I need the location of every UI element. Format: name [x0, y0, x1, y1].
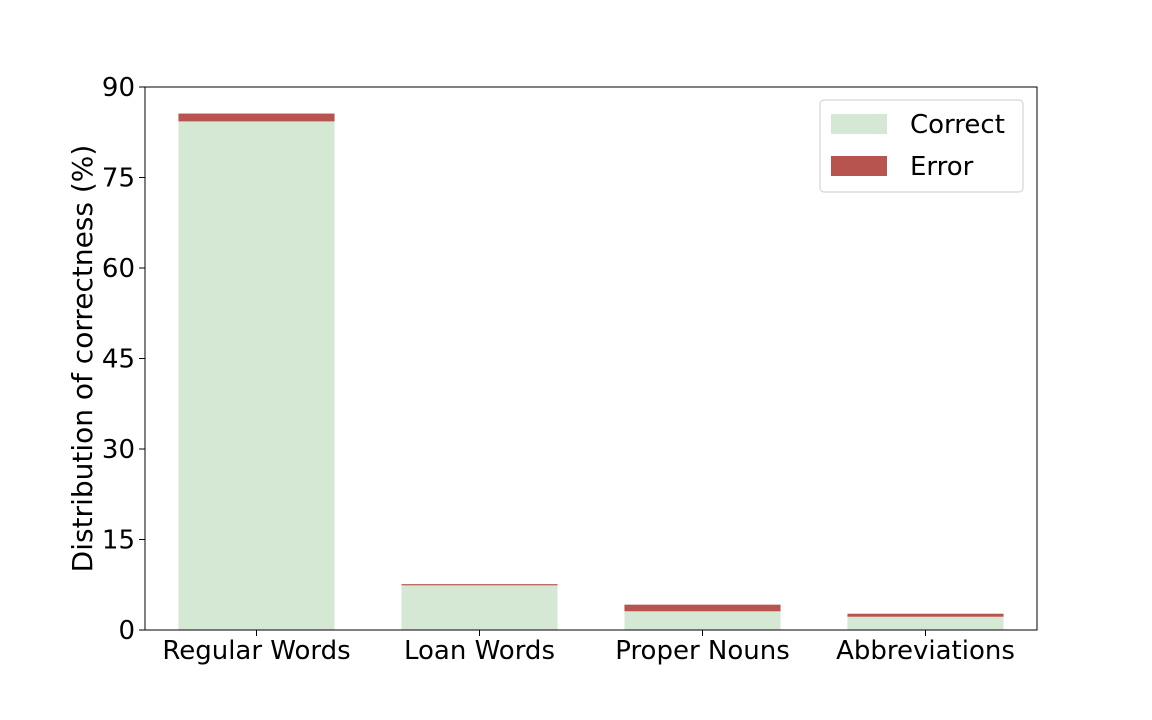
x-tick-label: Regular Words [162, 636, 350, 666]
legend-swatch-correct [831, 114, 887, 134]
y-tick-label: 0 [118, 616, 135, 646]
legend: Correct Error [819, 99, 1024, 193]
bar-correct-regular-words [178, 121, 335, 630]
y-tick-label: 15 [102, 526, 135, 556]
bar-error-regular-words [178, 113, 335, 122]
bar-correct-proper-nouns [624, 611, 781, 630]
y-tick-label: 90 [102, 73, 135, 103]
legend-label-correct: Correct [910, 110, 1005, 140]
bar-correct-loan-words [401, 585, 558, 630]
y-tick-label: 60 [102, 254, 135, 284]
x-tick-label: Abbreviations [836, 636, 1015, 666]
bar-error-abbreviations [847, 613, 1004, 617]
legend-label-error: Error [910, 152, 974, 182]
y-tick-label: 30 [102, 435, 135, 465]
x-tick-label: Loan Words [404, 636, 555, 666]
x-tick-label: Proper Nouns [615, 636, 790, 666]
x-axis: Regular Words Loan Words Proper Nouns Abbre… [162, 630, 1015, 666]
y-tick-label: 45 [102, 345, 135, 375]
bar-correct-abbreviations [847, 616, 1004, 630]
bar-error-proper-nouns [624, 604, 781, 612]
legend-swatch-error [831, 156, 887, 176]
y-axis: 0 15 30 45 60 75 90 [102, 73, 145, 646]
bars-group [178, 113, 1004, 630]
y-tick-label: 75 [102, 164, 135, 194]
y-axis-label: Distribution of correctness (%) [66, 145, 99, 573]
bar-error-loan-words [401, 584, 558, 586]
